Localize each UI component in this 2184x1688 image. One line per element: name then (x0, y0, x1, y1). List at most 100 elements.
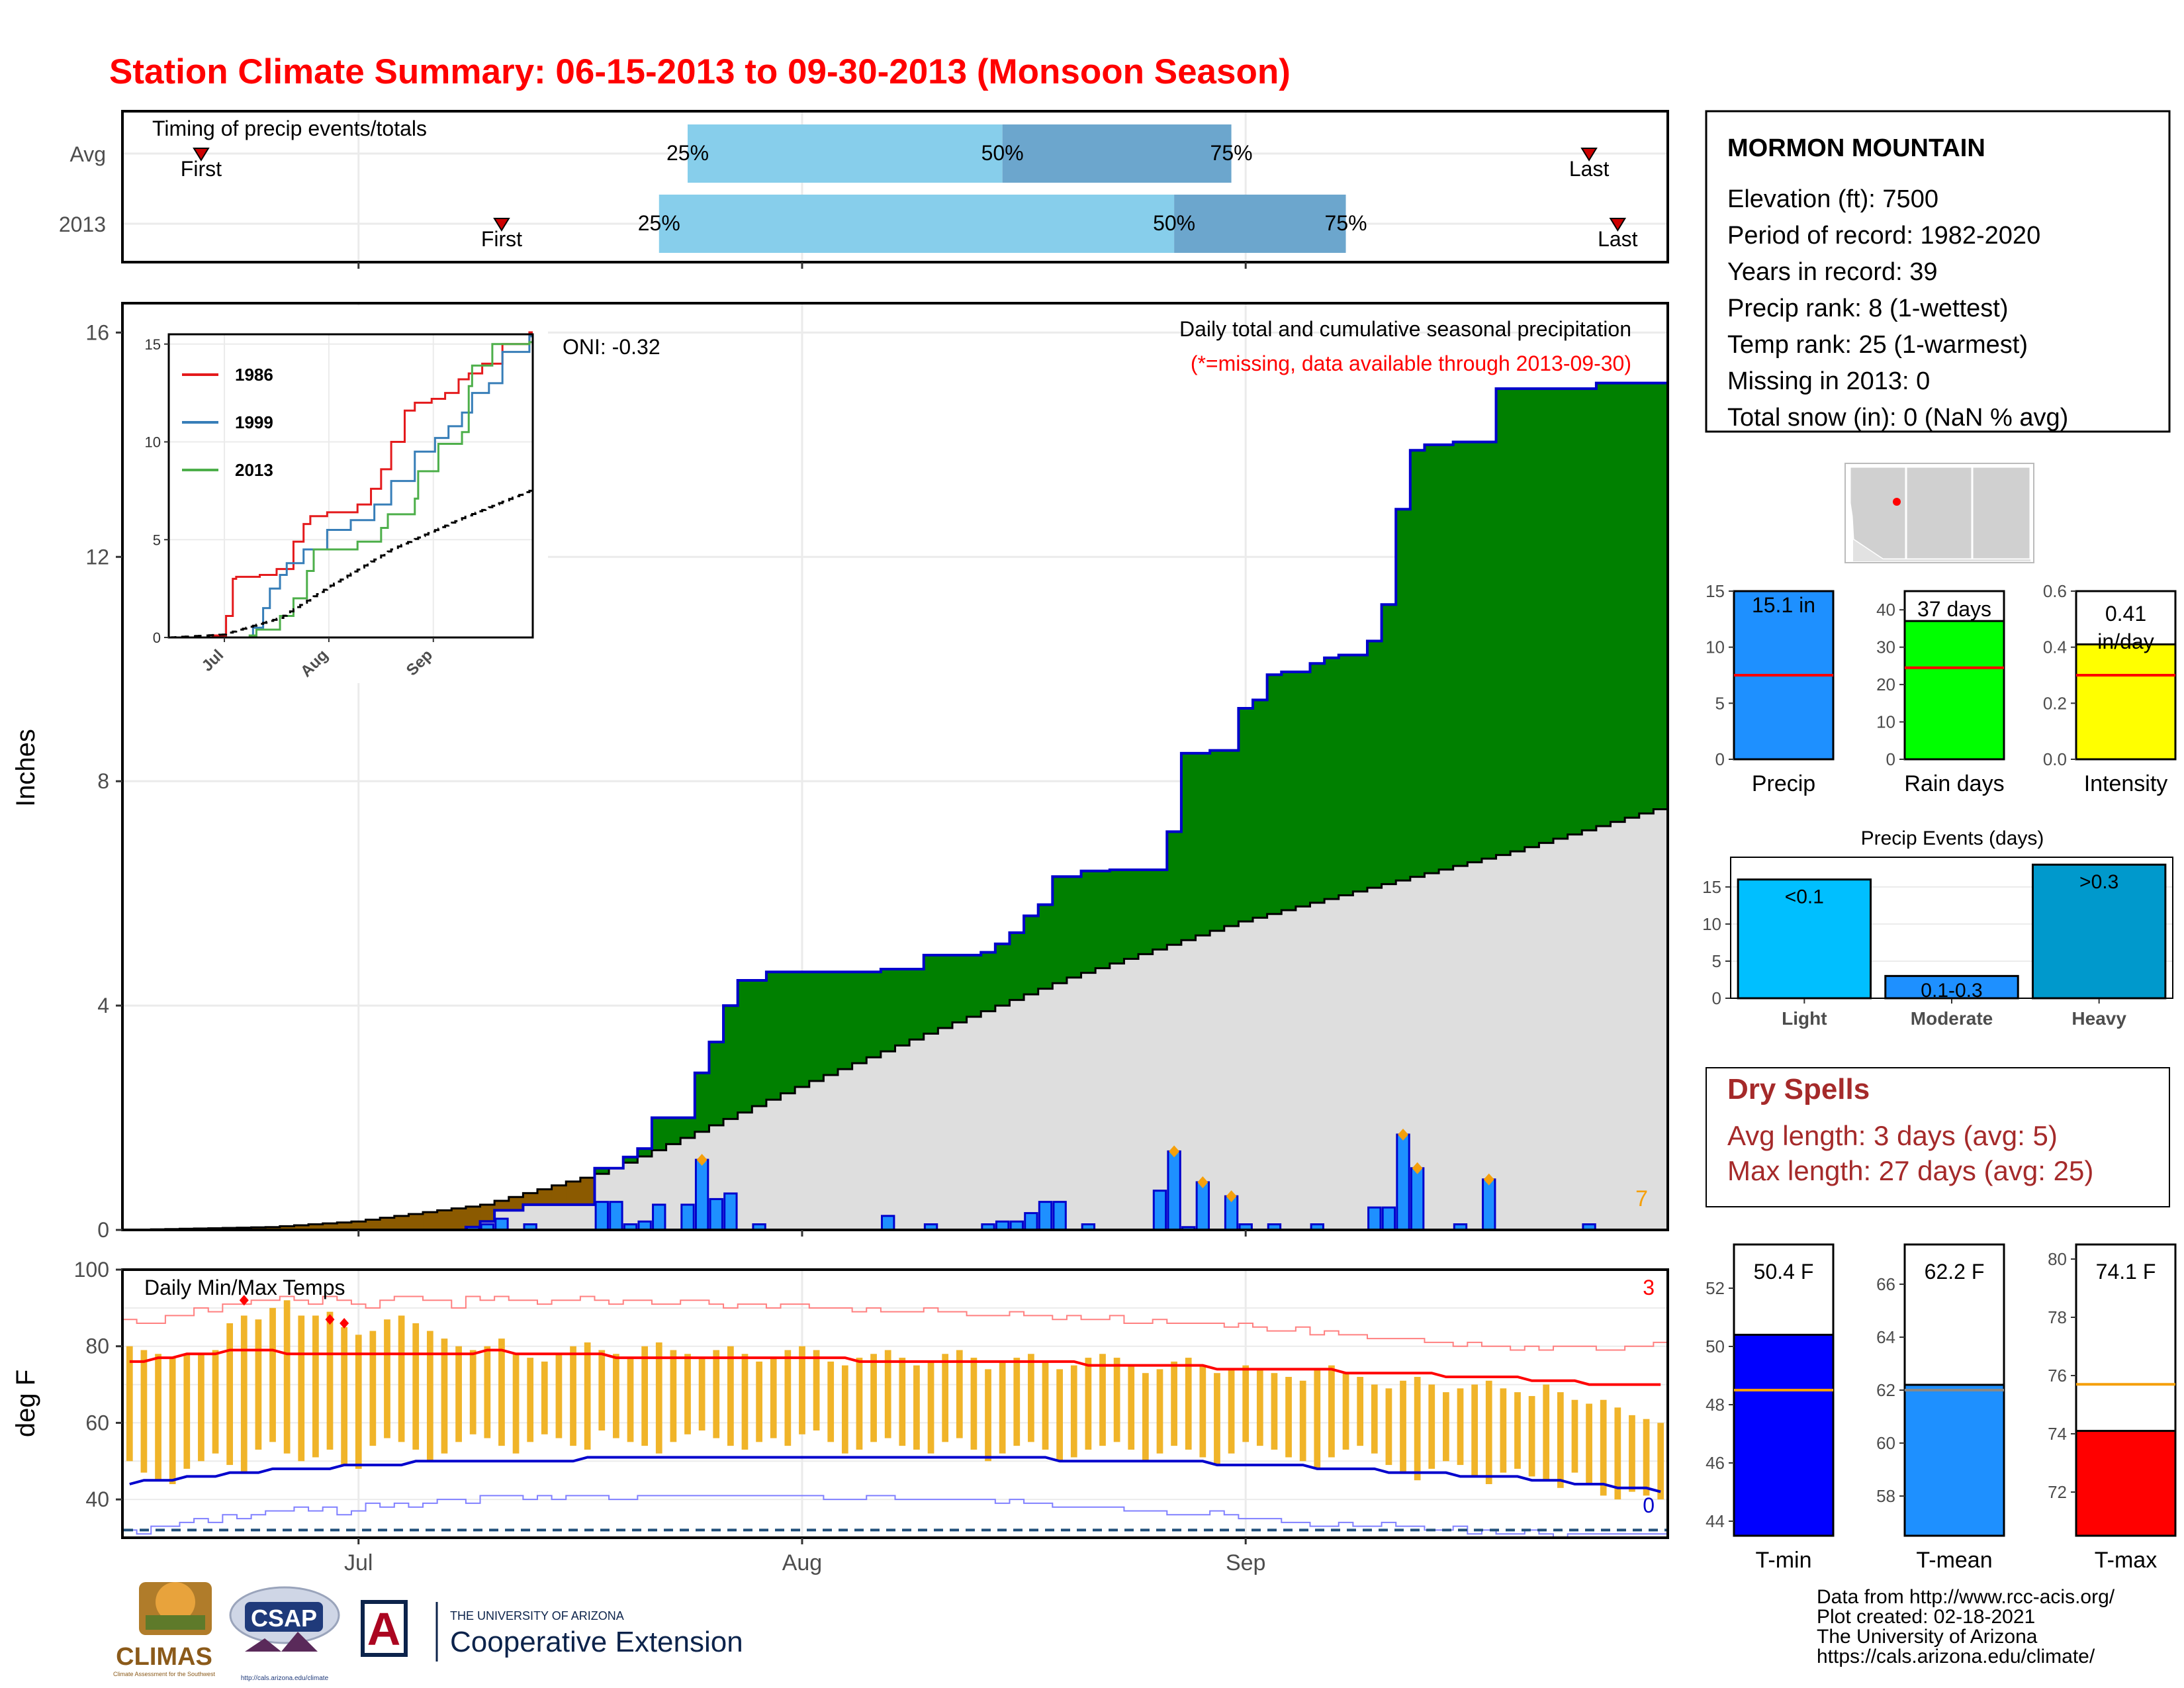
above-normal-fill (923, 955, 938, 1034)
timing-first-label: First (181, 157, 222, 181)
daily-precip-bar (1052, 1201, 1067, 1231)
above-normal-fill (1639, 383, 1654, 814)
timing-label-75: 75% (1325, 211, 1367, 235)
events-bar-label-Heavy: >0.3 (2079, 871, 2118, 893)
daily-temp-bar (369, 1331, 377, 1446)
daily-temp-bar (512, 1354, 520, 1454)
daily-precip-bar (881, 1215, 895, 1231)
below-normal-fill (365, 1219, 381, 1230)
timing-bars: 25% 50% 75% First Last 25% 50% 75% First Last (181, 124, 1638, 253)
daily-temp-bar (641, 1346, 649, 1446)
climas-logo: CLIMAS Climate Assessment for the Southw… (113, 1582, 216, 1677)
daily-temp-bar (856, 1358, 863, 1450)
footer-university: The University of Arizona (1817, 1626, 2038, 1648)
station-temp-rank: Temp rank: 25 (1-warmest) (1727, 331, 2028, 359)
daily-temp-bar (1600, 1399, 1607, 1496)
footer-plot-created: Plot created: 02-18-2021 (1817, 1606, 2035, 1628)
daily-temp-bar (1629, 1415, 1635, 1492)
ua-logo-block (361, 1600, 408, 1657)
daily-temp-bar (827, 1361, 835, 1442)
temp-y-axis: 40 60 80 100 (74, 1258, 122, 1511)
above-normal-fill (852, 972, 867, 1064)
summary-tick-label-T-mean: 66 (1876, 1274, 1895, 1294)
daily-temp-bar (527, 1358, 534, 1442)
above-normal-fill (1453, 442, 1468, 867)
inset-line-normal (169, 489, 533, 639)
avg-tmax-line (129, 1348, 1661, 1386)
above-normal-fill (709, 1042, 724, 1126)
daily-temp-bar (541, 1361, 548, 1434)
precip-panel-frame (121, 302, 1669, 1231)
summary-tick-label-Precip: 5 (1715, 693, 1725, 713)
above-normal-fill (1481, 442, 1497, 859)
csap-logo-text: CSAP (251, 1605, 317, 1632)
daily-temp-bar (1414, 1377, 1421, 1481)
daily-temp-bar (1185, 1358, 1192, 1450)
daily-temp-bar (555, 1354, 563, 1438)
daily-temp-bar (240, 1315, 248, 1473)
above-normal-fill (1524, 389, 1540, 847)
daily-temp-bar (1099, 1354, 1106, 1446)
daily-temp-bar (1528, 1395, 1535, 1477)
below-normal-fill (566, 1181, 581, 1205)
month-label-Aug: Aug (782, 1550, 823, 1575)
temp-record-low-count: 0 (1643, 1493, 1655, 1517)
station-location-marker (1893, 498, 1901, 506)
above-normal-fill (637, 1149, 653, 1157)
summary-tick-label-Intensity: 0.0 (2043, 749, 2067, 769)
above-normal-fill (1253, 700, 1268, 918)
record-min-line (122, 1495, 1668, 1538)
timing-first-label: First (481, 227, 522, 251)
daily-precip-bar (1396, 1133, 1410, 1231)
summary-category-label-Intensity: Intensity (2084, 771, 2168, 796)
daily-temp-bar (985, 1369, 991, 1462)
station-name: MORMON MOUNTAIN (1727, 134, 1985, 162)
daily-temp-bar (1614, 1407, 1621, 1500)
inset-legend-label-1986: 1986 (235, 365, 273, 385)
daily-temp-bar (1457, 1388, 1464, 1466)
daily-temp-bar (1056, 1369, 1063, 1462)
above-normal-fill (895, 969, 910, 1046)
daily-temp-bar (1371, 1384, 1378, 1454)
temp-y-axis-label: deg F (11, 1370, 40, 1437)
daily-temp-bar (884, 1350, 891, 1438)
precip-events-title: Precip Events (days) (1861, 827, 2044, 849)
above-normal-fill (651, 1117, 667, 1150)
inset-y-tick-label-15: 15 (145, 336, 161, 353)
daily-temp-bar (1285, 1377, 1292, 1458)
summary-category-label-Rain days: Rain days (1904, 771, 2004, 796)
daily-temp-bar (899, 1358, 906, 1446)
timing-label-75: 75% (1210, 141, 1253, 165)
precip-y-axis-label: Inches (11, 729, 40, 807)
summary-tick-label-T-mean: 62 (1876, 1380, 1895, 1400)
map-new-mexico (1905, 465, 1974, 561)
below-normal-fill (551, 1185, 567, 1205)
temp-tick-label-80: 80 (85, 1335, 109, 1358)
above-normal-fill (1195, 753, 1210, 936)
daily-temp-bar (1543, 1384, 1550, 1481)
daily-temp-bar (584, 1342, 591, 1450)
daily-temp-bar (770, 1358, 777, 1438)
inset-plot-background (169, 334, 533, 637)
precip-areas (122, 381, 1668, 1231)
temp-record-marker (325, 1314, 335, 1325)
precip-tick-label-8: 8 (97, 769, 109, 793)
summary-value-label-Rain days: 37 days (1917, 597, 1991, 621)
timing-bar-25-50 (659, 195, 1175, 253)
daily-temp-bar (1357, 1377, 1364, 1446)
daily-temp-bar (140, 1350, 148, 1473)
timing-label-50: 50% (981, 141, 1024, 165)
daily-temp-bar (913, 1365, 920, 1450)
locator-map (1844, 463, 2034, 563)
precip-note: Daily total and cumulative seasonal prec… (1179, 317, 1631, 341)
inset-y-tick-label-10: 10 (145, 434, 161, 451)
above-normal-fill (1539, 389, 1554, 843)
below-normal-fill (380, 1217, 395, 1230)
daily-record-marker (1398, 1128, 1409, 1141)
events-bar-Heavy (2031, 863, 2167, 1000)
summary-value-label-T-max: 74.1 F (2096, 1260, 2156, 1284)
summary-category-label-T-max: T-max (2095, 1548, 2157, 1573)
daily-temp-bar (155, 1354, 161, 1481)
daily-temp-bar (627, 1358, 634, 1442)
